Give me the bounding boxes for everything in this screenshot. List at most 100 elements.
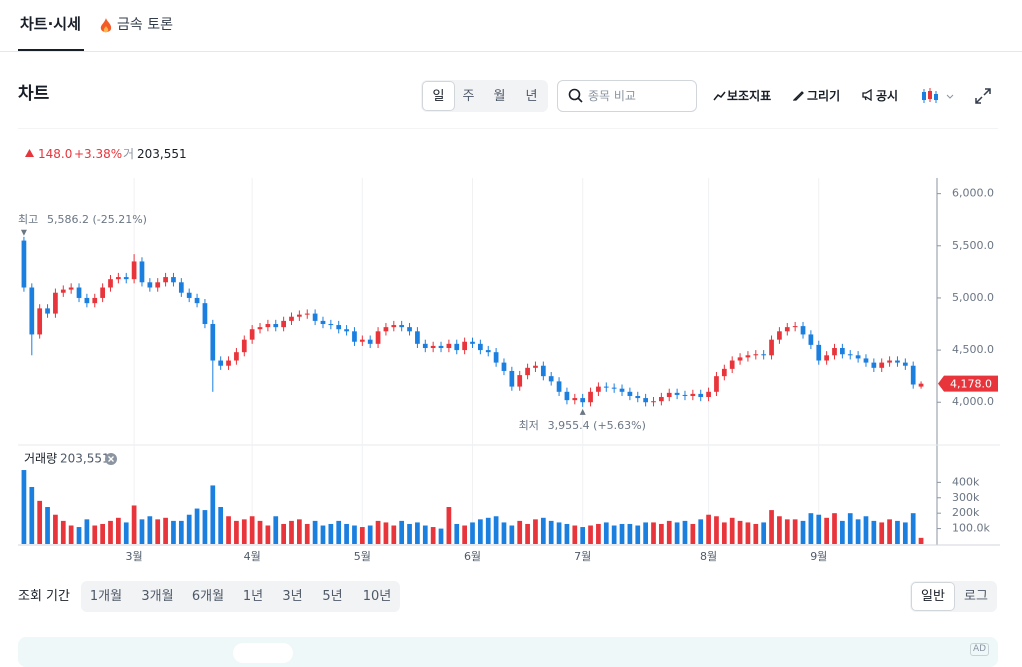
candle-body — [588, 391, 593, 403]
section-title: 차트 — [18, 84, 50, 104]
period-button[interactable]: 일 — [422, 81, 455, 111]
candle-body — [249, 329, 255, 340]
volume-bar — [29, 486, 35, 544]
candle-body — [847, 354, 853, 356]
volume-bar — [824, 517, 829, 544]
period-button[interactable]: 월 — [493, 88, 506, 104]
volume-bar — [651, 522, 656, 544]
range-button[interactable]: 10년 — [362, 589, 392, 604]
candle-body — [808, 334, 814, 345]
tool-button[interactable]: 보조지표 — [727, 89, 772, 103]
range-button[interactable]: 1개월 — [89, 589, 123, 604]
volume-bar — [257, 520, 263, 544]
candle-body — [485, 350, 491, 353]
volume-bar — [352, 525, 357, 544]
volume-bar — [478, 519, 483, 544]
close-volume-button[interactable] — [105, 453, 117, 465]
candle-body — [454, 343, 460, 351]
volume-bar — [462, 525, 467, 544]
volume-bar — [45, 507, 50, 544]
x-tick-label: 3월 — [126, 550, 143, 563]
tool-button[interactable]: 공시 — [876, 89, 899, 103]
volume-bar — [178, 520, 184, 544]
candle-body — [178, 282, 184, 293]
search-box[interactable]: 종목 비교 — [557, 80, 697, 112]
volume-bar — [902, 522, 908, 544]
candle-body — [525, 367, 530, 376]
volume-bar — [218, 507, 224, 544]
volume-bar — [391, 525, 397, 544]
volume-bar — [509, 525, 515, 544]
volume-bar — [147, 516, 153, 544]
volume-bar — [635, 525, 641, 544]
range-button[interactable]: 3년 — [282, 589, 303, 604]
volume-bar — [729, 517, 735, 544]
range-button[interactable]: 1년 — [242, 589, 264, 604]
candle-body — [430, 345, 436, 349]
volume-bar — [60, 520, 66, 544]
tool-button[interactable]: 그리기 — [807, 89, 841, 103]
candle-body — [863, 358, 869, 363]
volume-bar — [116, 517, 121, 544]
pencil-icon — [793, 91, 804, 101]
candle-body — [761, 354, 767, 356]
candle-body — [194, 297, 200, 304]
volume-bar — [895, 520, 900, 544]
volume-bar — [53, 514, 58, 544]
range-button[interactable]: 5년 — [322, 589, 343, 604]
candle-body — [257, 327, 263, 330]
volume-bar — [611, 525, 617, 544]
range-button[interactable]: 3개월 — [141, 589, 174, 604]
y-tick-label: 6,000.0 — [952, 187, 994, 200]
period-button[interactable]: 년 — [525, 88, 538, 104]
candle-body — [171, 277, 176, 283]
volume-bar — [871, 520, 877, 544]
volume-bar — [328, 523, 334, 544]
high-marker — [20, 229, 27, 236]
scale-button[interactable]: 로그 — [964, 589, 988, 604]
candle-body — [627, 391, 633, 396]
volume-bar — [454, 523, 460, 544]
volume-bar — [297, 519, 302, 544]
volume-bar — [792, 519, 798, 544]
candle-body — [76, 287, 82, 298]
x-tick-label: 4월 — [244, 550, 261, 563]
candle-body — [304, 313, 310, 315]
scale-button[interactable]: 일반 — [911, 582, 955, 611]
candle-body — [887, 360, 892, 363]
volume-bar — [619, 523, 625, 544]
volume-bar — [359, 527, 365, 544]
candle-body — [659, 397, 664, 402]
candle-body — [45, 308, 50, 314]
candle-body — [572, 398, 578, 401]
tab[interactable]: 차트·시세 — [20, 15, 81, 33]
range-button[interactable]: 6개월 — [191, 589, 225, 604]
candle-body — [501, 362, 507, 371]
candle-body — [328, 324, 334, 326]
volume-bar — [682, 520, 688, 544]
candle-body — [596, 386, 601, 392]
candle-body — [407, 327, 412, 332]
tab[interactable]: 금속 토론 — [117, 17, 173, 33]
candle-body — [375, 331, 381, 344]
volume-bar — [265, 525, 271, 544]
candle-body — [218, 360, 224, 366]
low-text: 3,955.4 (+5.63%) — [548, 419, 646, 432]
candle-body — [116, 277, 121, 280]
volume-bar — [690, 523, 696, 544]
candle-body — [784, 327, 790, 332]
tab-underline — [18, 49, 84, 51]
candle-body — [37, 308, 43, 335]
period-button[interactable]: 주 — [462, 88, 475, 104]
candle-body — [792, 326, 798, 328]
volume-bar — [596, 523, 601, 544]
x-tick-label: 7월 — [574, 550, 591, 563]
chart-type-button[interactable] — [920, 86, 956, 106]
candle-body — [690, 393, 696, 396]
expand-button[interactable] — [974, 87, 992, 105]
ad-banner[interactable]: AD — [18, 637, 998, 667]
volume-bar — [344, 523, 349, 544]
candle-body — [273, 324, 279, 328]
candle-body — [147, 282, 153, 288]
divider — [18, 128, 998, 129]
